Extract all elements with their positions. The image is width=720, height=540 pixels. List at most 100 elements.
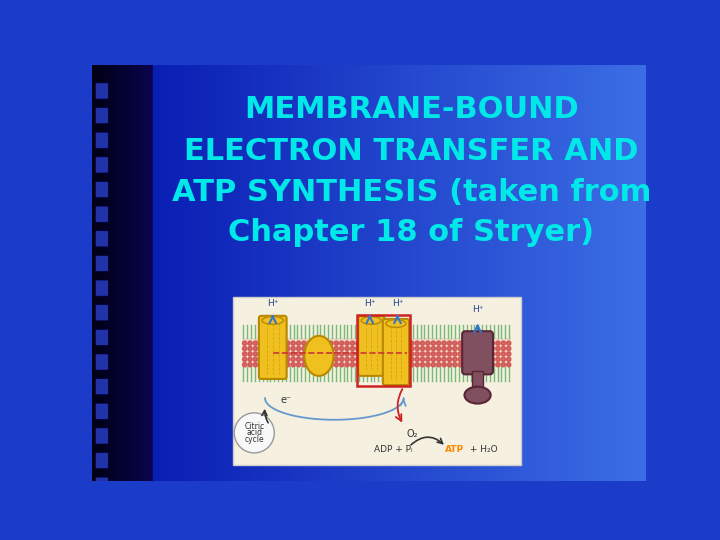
Ellipse shape	[291, 362, 295, 367]
Ellipse shape	[323, 341, 328, 345]
Bar	[119, 65, 120, 481]
Ellipse shape	[307, 362, 312, 367]
Text: O₂: O₂	[407, 429, 418, 440]
Bar	[633, 65, 634, 481]
Ellipse shape	[366, 341, 371, 345]
Ellipse shape	[329, 362, 333, 367]
Bar	[262, 65, 263, 481]
Bar	[329, 65, 330, 481]
Ellipse shape	[269, 341, 274, 345]
Bar	[587, 65, 588, 481]
Ellipse shape	[447, 352, 451, 356]
Bar	[319, 65, 320, 481]
Bar	[269, 65, 270, 481]
Bar	[377, 65, 378, 481]
Bar	[599, 65, 600, 481]
Bar	[292, 65, 293, 481]
Bar	[167, 65, 168, 481]
Text: ADP + Pᵢ: ADP + Pᵢ	[374, 446, 413, 454]
Ellipse shape	[345, 352, 349, 356]
Ellipse shape	[377, 357, 382, 361]
Ellipse shape	[436, 341, 441, 345]
Bar	[425, 65, 426, 481]
Bar	[370, 65, 371, 481]
Bar	[284, 65, 285, 481]
Bar	[258, 65, 259, 481]
Bar	[222, 65, 223, 481]
Ellipse shape	[248, 352, 252, 356]
Bar	[544, 65, 545, 481]
Bar	[301, 65, 302, 481]
Ellipse shape	[420, 341, 425, 345]
Bar	[401, 65, 402, 481]
Bar	[297, 65, 298, 481]
Bar	[229, 65, 230, 481]
Bar	[154, 65, 155, 481]
Bar	[535, 65, 536, 481]
FancyBboxPatch shape	[95, 231, 108, 247]
Ellipse shape	[469, 352, 473, 356]
Bar	[146, 65, 148, 481]
Bar	[512, 65, 513, 481]
Bar	[625, 65, 626, 481]
Ellipse shape	[393, 347, 397, 350]
Bar	[410, 65, 411, 481]
Bar	[573, 65, 574, 481]
Bar	[423, 65, 425, 481]
Ellipse shape	[431, 352, 436, 356]
Bar	[368, 65, 369, 481]
Bar	[459, 65, 460, 481]
Bar	[429, 65, 430, 481]
FancyBboxPatch shape	[95, 354, 108, 370]
Bar	[594, 65, 595, 481]
FancyBboxPatch shape	[95, 428, 108, 444]
Bar	[360, 65, 361, 481]
Bar	[614, 65, 615, 481]
Bar	[434, 65, 435, 481]
Bar	[426, 65, 427, 481]
Bar	[504, 65, 505, 481]
Bar	[98, 65, 99, 481]
Bar	[623, 65, 624, 481]
Bar	[436, 65, 437, 481]
Ellipse shape	[356, 357, 360, 361]
Ellipse shape	[507, 347, 511, 350]
Bar	[211, 65, 212, 481]
Ellipse shape	[280, 347, 284, 350]
Bar	[571, 65, 572, 481]
Text: Chapter 18 of Stryer): Chapter 18 of Stryer)	[228, 218, 595, 247]
Bar	[190, 65, 191, 481]
Ellipse shape	[275, 362, 279, 367]
Ellipse shape	[415, 352, 419, 356]
Bar	[608, 65, 609, 481]
Bar	[330, 65, 331, 481]
Bar	[340, 65, 341, 481]
Bar	[94, 65, 95, 481]
Bar	[564, 65, 565, 481]
Bar	[643, 65, 644, 481]
Bar	[446, 65, 447, 481]
Bar	[116, 65, 117, 481]
Bar	[264, 65, 265, 481]
Bar	[621, 65, 622, 481]
Ellipse shape	[458, 357, 462, 361]
Bar	[639, 65, 640, 481]
Ellipse shape	[490, 362, 495, 367]
Ellipse shape	[480, 357, 484, 361]
Bar	[439, 65, 440, 481]
Ellipse shape	[361, 362, 365, 367]
Ellipse shape	[312, 362, 317, 367]
Bar	[316, 65, 317, 481]
Bar	[611, 65, 612, 481]
Bar	[511, 65, 512, 481]
Bar	[125, 65, 126, 481]
Bar	[507, 65, 508, 481]
Bar	[644, 65, 645, 481]
Ellipse shape	[351, 341, 354, 345]
Bar	[525, 65, 526, 481]
Bar	[601, 65, 603, 481]
Ellipse shape	[399, 357, 403, 361]
FancyBboxPatch shape	[95, 255, 108, 272]
Ellipse shape	[372, 352, 376, 356]
Text: ELECTRON TRANSFER AND: ELECTRON TRANSFER AND	[184, 137, 639, 166]
